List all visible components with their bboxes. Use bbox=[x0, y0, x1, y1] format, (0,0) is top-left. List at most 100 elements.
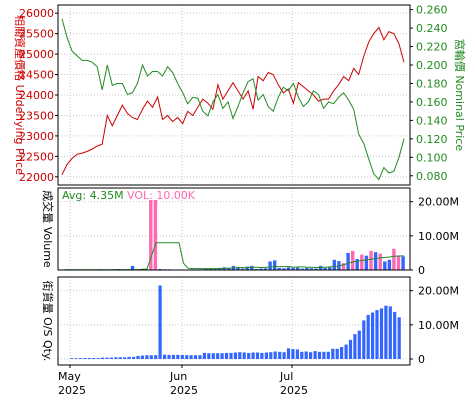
volume-bar bbox=[360, 254, 364, 270]
volume-bar bbox=[351, 250, 355, 270]
os-qty-bar bbox=[118, 357, 122, 359]
os-qty-bar bbox=[87, 358, 91, 359]
volume-bar bbox=[305, 267, 309, 270]
volume-bar bbox=[387, 259, 392, 271]
os-qty-bar bbox=[171, 354, 175, 359]
left-tick-label-6: 23000 bbox=[19, 130, 54, 143]
os-qty-bar bbox=[198, 355, 202, 359]
os-qty-bar bbox=[255, 352, 260, 359]
os-qty-bar bbox=[136, 355, 140, 359]
volume-bar bbox=[378, 253, 382, 270]
right-tick-label-9: 0.080 bbox=[416, 170, 448, 183]
os-qty-bar bbox=[216, 353, 220, 359]
volume-bar bbox=[396, 255, 401, 270]
volume-bar bbox=[259, 268, 263, 270]
os-qty-bar bbox=[140, 355, 144, 359]
os-qty-bar bbox=[220, 353, 224, 359]
os-qty-bar bbox=[384, 305, 388, 359]
volume-bar bbox=[300, 268, 304, 270]
os-qty-bar bbox=[70, 358, 74, 359]
os-qty-bar bbox=[375, 310, 379, 359]
left-tick-label-0: 26000 bbox=[19, 7, 54, 20]
os-qty-bar bbox=[397, 317, 401, 359]
volume-bar bbox=[250, 265, 254, 270]
os-qty-bar bbox=[211, 353, 215, 359]
x-tick-year-1: 2025 bbox=[170, 384, 198, 397]
os-qty-bar bbox=[304, 351, 308, 359]
x-tick-month-0: May bbox=[58, 370, 81, 383]
os-qty-bar bbox=[300, 351, 304, 359]
os-qty-bar bbox=[224, 352, 229, 359]
os-tick-label-0: 20.00M bbox=[418, 285, 459, 298]
volume-bar bbox=[236, 266, 240, 270]
os-panel-frame bbox=[57, 276, 411, 366]
os-tick-label-2: 0 bbox=[418, 353, 425, 366]
os-qty-bar bbox=[176, 354, 180, 359]
os-qty-bar bbox=[109, 357, 113, 359]
volume-bar bbox=[153, 200, 158, 270]
os-qty-bar bbox=[366, 314, 370, 359]
os-qty-bar bbox=[193, 355, 198, 359]
volume-bar bbox=[282, 268, 286, 270]
os-qty-bar bbox=[189, 355, 193, 359]
os-qty-bar bbox=[167, 354, 171, 359]
os-qty-bar bbox=[114, 357, 118, 359]
vol-annotation: VOL: 10.00K bbox=[127, 189, 196, 202]
volume-bar bbox=[373, 252, 378, 270]
volume-bar bbox=[149, 200, 153, 270]
os-qty-bar bbox=[145, 355, 149, 359]
volume-bar bbox=[355, 259, 359, 270]
os-qty-bar bbox=[286, 348, 291, 359]
x-tick-year-2: 2025 bbox=[280, 384, 308, 397]
os-qty-bar bbox=[331, 348, 335, 360]
underlying-price-line bbox=[61, 26, 405, 176]
volume-bar bbox=[401, 256, 405, 270]
left-tick-label-4: 24000 bbox=[19, 89, 54, 102]
left-tick-label-3: 24500 bbox=[19, 69, 54, 82]
right-tick-label-2: 0.220 bbox=[416, 41, 448, 54]
os-qty-bar bbox=[379, 308, 384, 359]
os-qty-bar bbox=[105, 357, 109, 359]
volume-bar bbox=[286, 267, 291, 270]
os-qty-bar bbox=[202, 352, 206, 359]
os-qty-bar bbox=[388, 306, 392, 359]
price-panel-frame bbox=[57, 4, 411, 186]
volume-bar bbox=[328, 267, 332, 270]
right-tick-label-7: 0.120 bbox=[416, 133, 448, 146]
volume-bar bbox=[364, 255, 369, 270]
os-qty-bar bbox=[362, 320, 366, 359]
volume-bar bbox=[240, 268, 245, 270]
os-qty-bar bbox=[269, 352, 273, 359]
os-qty-bar bbox=[251, 352, 255, 359]
os-qty-bar bbox=[154, 355, 158, 359]
volume-bar bbox=[213, 268, 217, 270]
right-tick-label-0: 0.260 bbox=[416, 4, 448, 17]
os-qty-bar bbox=[149, 355, 153, 359]
volume-bar bbox=[323, 267, 327, 270]
volume-axis-title: 成交量 Volume bbox=[41, 190, 55, 268]
os-qty-bar bbox=[371, 312, 375, 359]
os-tick-label-1: 10.00M bbox=[418, 319, 459, 332]
right-axis-title: 窩輪價 Nominal Price bbox=[453, 39, 467, 152]
volume-bar bbox=[273, 260, 277, 270]
volume-bar bbox=[227, 267, 231, 270]
right-tick-label-1: 0.240 bbox=[416, 22, 448, 35]
volume-bar bbox=[268, 261, 272, 270]
os-qty-bar bbox=[264, 352, 268, 359]
left-tick-label-1: 25500 bbox=[19, 28, 54, 41]
os-qty-bar bbox=[282, 352, 286, 359]
nominal-price-line bbox=[61, 18, 405, 181]
x-tick-month-1: Jun bbox=[169, 370, 187, 383]
os-qty-bar bbox=[326, 351, 330, 359]
volume-bar bbox=[295, 267, 300, 270]
right-tick-label-3: 0.200 bbox=[416, 59, 448, 72]
volume-tick-label-0: 20.00M bbox=[418, 196, 459, 209]
os-qty-bar bbox=[309, 352, 313, 359]
os-qty-bar bbox=[322, 351, 326, 359]
volume-bar bbox=[208, 268, 213, 270]
os-qty-bar bbox=[123, 357, 127, 359]
os-qty-bar bbox=[101, 357, 105, 359]
os-qty-bar bbox=[229, 352, 233, 359]
